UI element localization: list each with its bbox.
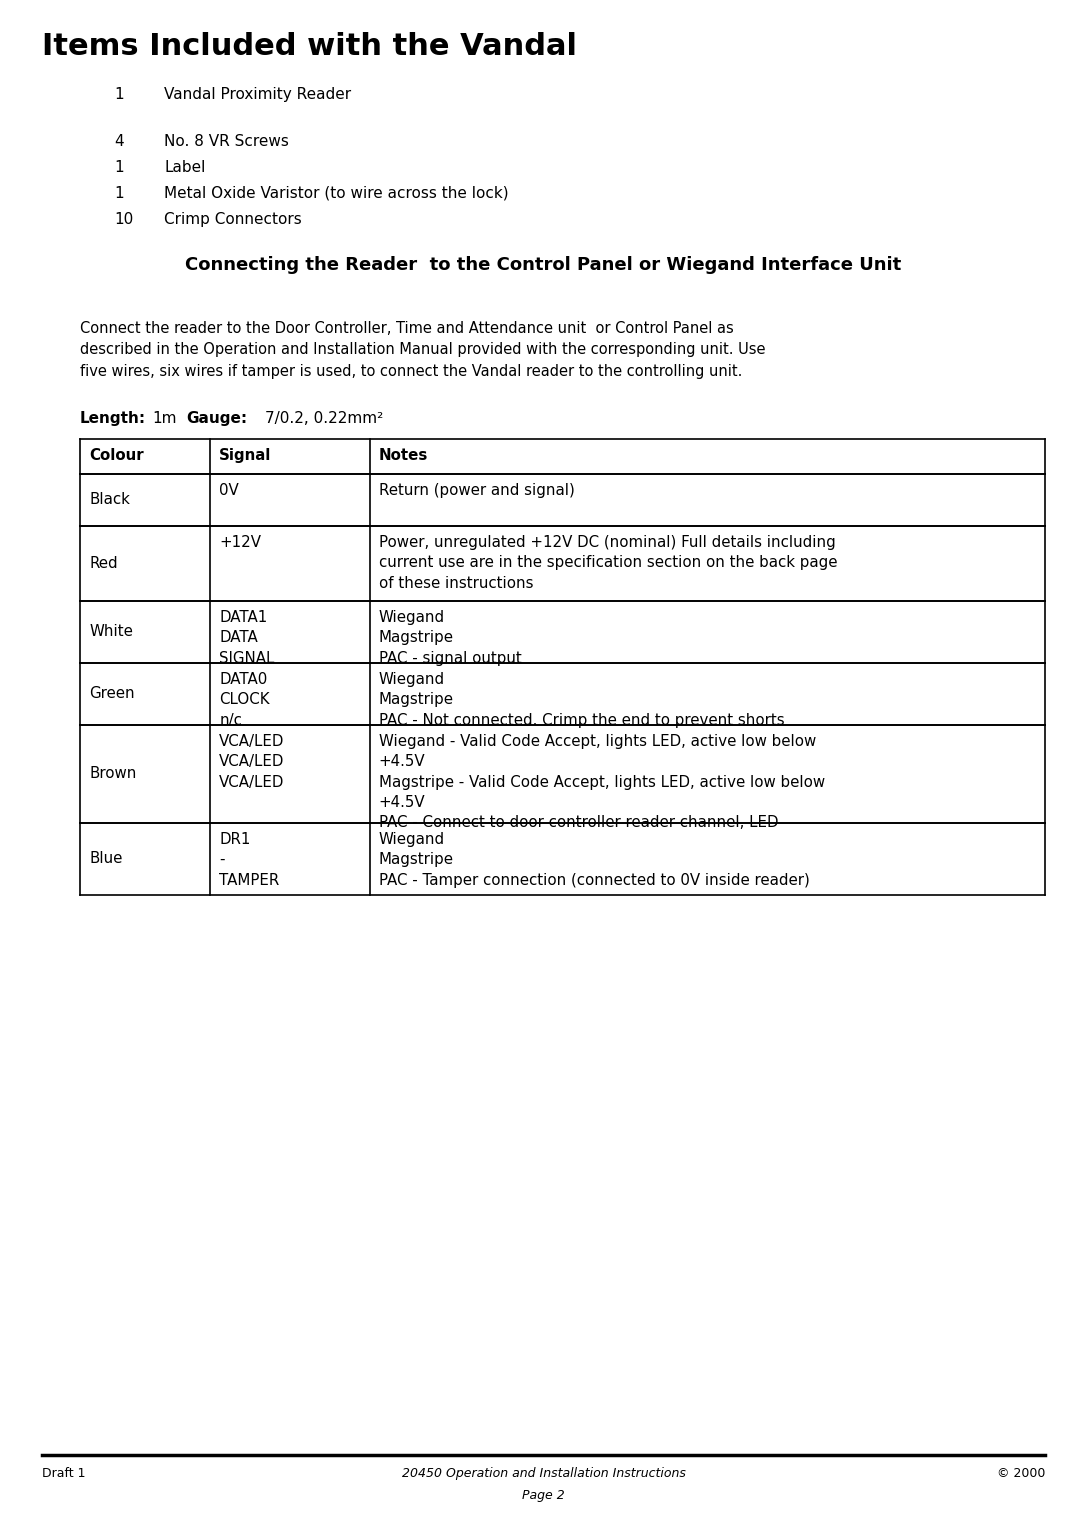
Text: DATA1
DATA
SIGNAL: DATA1 DATA SIGNAL: [220, 611, 275, 665]
Text: Gauge:: Gauge:: [186, 411, 247, 426]
Text: Draft 1: Draft 1: [42, 1467, 86, 1480]
Text: Brown: Brown: [89, 767, 136, 782]
Text: DATA0
CLOCK
n/c: DATA0 CLOCK n/c: [220, 671, 270, 727]
Text: Page 2: Page 2: [522, 1489, 565, 1501]
Text: Wiegand - Valid Code Accept, lights LED, active low below
+4.5V
Magstripe - Vali: Wiegand - Valid Code Accept, lights LED,…: [378, 733, 825, 830]
Text: Metal Oxide Varistor (to wire across the lock): Metal Oxide Varistor (to wire across the…: [164, 186, 509, 201]
Text: 20450 Operation and Installation Instructions: 20450 Operation and Installation Instruc…: [401, 1467, 686, 1480]
Text: Red: Red: [89, 556, 117, 571]
Text: 7/0.2, 0.22mm²: 7/0.2, 0.22mm²: [265, 411, 384, 426]
Text: Connecting the Reader  to the Control Panel or Wiegand Interface Unit: Connecting the Reader to the Control Pan…: [186, 256, 901, 274]
Text: Wiegand
Magstripe
PAC - signal output: Wiegand Magstripe PAC - signal output: [378, 611, 522, 665]
Text: 1: 1: [114, 86, 124, 102]
Text: Connect the reader to the Door Controller, Time and Attendance unit  or Control : Connect the reader to the Door Controlle…: [80, 321, 765, 379]
Text: 4: 4: [114, 133, 124, 148]
Text: Return (power and signal): Return (power and signal): [378, 483, 574, 498]
Text: 1: 1: [114, 186, 124, 201]
Text: 10: 10: [114, 212, 134, 227]
Text: Label: Label: [164, 159, 205, 174]
Text: No. 8 VR Screws: No. 8 VR Screws: [164, 133, 289, 148]
Text: 1: 1: [114, 159, 124, 174]
Text: © 2000: © 2000: [997, 1467, 1045, 1480]
Text: Wiegand
Magstripe
PAC - Tamper connection (connected to 0V inside reader): Wiegand Magstripe PAC - Tamper connectio…: [378, 832, 810, 888]
Text: Power, unregulated +12V DC (nominal) Full details including
current use are in t: Power, unregulated +12V DC (nominal) Ful…: [378, 535, 837, 591]
Text: Blue: Blue: [89, 851, 123, 867]
Text: White: White: [89, 624, 133, 639]
Text: Colour: Colour: [89, 448, 143, 462]
Text: DR1
-
TAMPER: DR1 - TAMPER: [220, 832, 279, 888]
Text: Items Included with the Vandal: Items Included with the Vandal: [42, 32, 577, 61]
Text: Vandal Proximity Reader: Vandal Proximity Reader: [164, 86, 351, 102]
Text: Crimp Connectors: Crimp Connectors: [164, 212, 302, 227]
Text: Green: Green: [89, 686, 135, 701]
Text: Black: Black: [89, 492, 129, 508]
Text: 1m: 1m: [152, 411, 176, 426]
Text: +12V: +12V: [220, 535, 261, 550]
Text: VCA/LED
VCA/LED
VCA/LED: VCA/LED VCA/LED VCA/LED: [220, 733, 285, 789]
Text: 0V: 0V: [220, 483, 239, 498]
Text: Wiegand
Magstripe
PAC - Not connected. Crimp the end to prevent shorts: Wiegand Magstripe PAC - Not connected. C…: [378, 671, 784, 727]
Text: Notes: Notes: [378, 448, 428, 462]
Text: Length:: Length:: [80, 411, 146, 426]
Text: Signal: Signal: [220, 448, 272, 462]
